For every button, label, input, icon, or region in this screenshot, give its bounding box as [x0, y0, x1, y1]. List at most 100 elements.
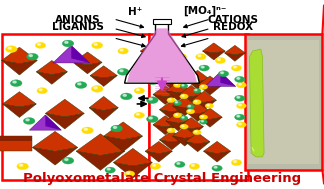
Circle shape — [117, 68, 129, 75]
Circle shape — [218, 71, 229, 77]
Circle shape — [199, 115, 208, 120]
Polygon shape — [153, 125, 178, 135]
Circle shape — [173, 83, 182, 88]
Circle shape — [37, 88, 47, 94]
Polygon shape — [159, 131, 184, 142]
Polygon shape — [45, 99, 84, 117]
Bar — [2, 34, 149, 180]
Polygon shape — [249, 49, 264, 157]
Polygon shape — [185, 102, 210, 114]
Polygon shape — [179, 127, 203, 137]
Circle shape — [151, 66, 154, 68]
Polygon shape — [76, 151, 125, 170]
Circle shape — [113, 126, 117, 128]
Circle shape — [35, 42, 46, 48]
Polygon shape — [203, 151, 231, 162]
Polygon shape — [159, 110, 184, 120]
Circle shape — [188, 110, 191, 111]
Polygon shape — [76, 134, 125, 156]
Circle shape — [182, 95, 184, 96]
Circle shape — [182, 117, 184, 118]
Polygon shape — [185, 112, 210, 122]
Polygon shape — [73, 52, 102, 65]
Circle shape — [111, 125, 122, 132]
Circle shape — [153, 164, 156, 166]
Polygon shape — [127, 28, 197, 82]
Circle shape — [82, 127, 93, 134]
Circle shape — [234, 161, 237, 162]
Polygon shape — [153, 116, 178, 127]
Circle shape — [191, 164, 194, 166]
Polygon shape — [90, 66, 117, 78]
Text: ANIONS: ANIONS — [55, 15, 100, 25]
Polygon shape — [29, 115, 61, 130]
Polygon shape — [179, 94, 203, 105]
Circle shape — [205, 103, 214, 108]
Polygon shape — [89, 108, 118, 120]
Polygon shape — [192, 91, 216, 102]
Circle shape — [62, 40, 74, 47]
Polygon shape — [166, 112, 191, 123]
Circle shape — [146, 78, 158, 85]
Polygon shape — [185, 142, 210, 152]
Circle shape — [174, 101, 181, 105]
Polygon shape — [2, 47, 37, 64]
Circle shape — [19, 164, 23, 166]
Circle shape — [94, 87, 97, 89]
Polygon shape — [153, 94, 178, 105]
Circle shape — [118, 48, 128, 54]
Polygon shape — [45, 115, 61, 130]
Circle shape — [160, 54, 170, 60]
Circle shape — [150, 163, 161, 169]
Circle shape — [149, 79, 152, 81]
Circle shape — [201, 85, 203, 87]
Circle shape — [212, 165, 222, 171]
Circle shape — [182, 85, 184, 86]
Polygon shape — [71, 45, 90, 63]
Polygon shape — [202, 43, 225, 53]
Polygon shape — [205, 72, 236, 87]
Polygon shape — [36, 72, 67, 84]
Circle shape — [235, 76, 245, 82]
Circle shape — [91, 85, 103, 92]
Polygon shape — [172, 106, 197, 116]
Polygon shape — [45, 113, 84, 129]
Circle shape — [39, 89, 42, 91]
Polygon shape — [32, 147, 78, 165]
Polygon shape — [3, 92, 36, 107]
Circle shape — [173, 113, 182, 118]
Text: [MO₄]ⁿ⁻: [MO₄]ⁿ⁻ — [183, 6, 226, 16]
Polygon shape — [124, 23, 200, 83]
Polygon shape — [104, 122, 143, 140]
Circle shape — [27, 53, 38, 60]
Circle shape — [217, 59, 220, 60]
Polygon shape — [166, 121, 191, 131]
Circle shape — [188, 105, 191, 107]
Circle shape — [29, 55, 32, 57]
Circle shape — [237, 115, 240, 117]
Circle shape — [167, 98, 175, 103]
Polygon shape — [53, 45, 90, 63]
Circle shape — [214, 166, 217, 168]
Circle shape — [198, 55, 201, 57]
Bar — [245, 34, 322, 170]
Polygon shape — [36, 60, 67, 75]
Text: CATIONS: CATIONS — [208, 15, 259, 25]
Circle shape — [175, 84, 178, 85]
Circle shape — [137, 59, 148, 65]
Circle shape — [75, 82, 87, 88]
Polygon shape — [145, 141, 172, 154]
Polygon shape — [166, 91, 191, 101]
Circle shape — [180, 84, 188, 88]
Circle shape — [105, 167, 115, 173]
Circle shape — [195, 89, 197, 91]
Polygon shape — [185, 133, 210, 144]
Polygon shape — [166, 82, 191, 93]
Circle shape — [195, 101, 197, 102]
Bar — [153, 19, 171, 24]
Polygon shape — [198, 117, 222, 127]
Polygon shape — [172, 97, 197, 108]
Circle shape — [239, 104, 241, 106]
Polygon shape — [73, 62, 102, 74]
Polygon shape — [185, 70, 210, 82]
